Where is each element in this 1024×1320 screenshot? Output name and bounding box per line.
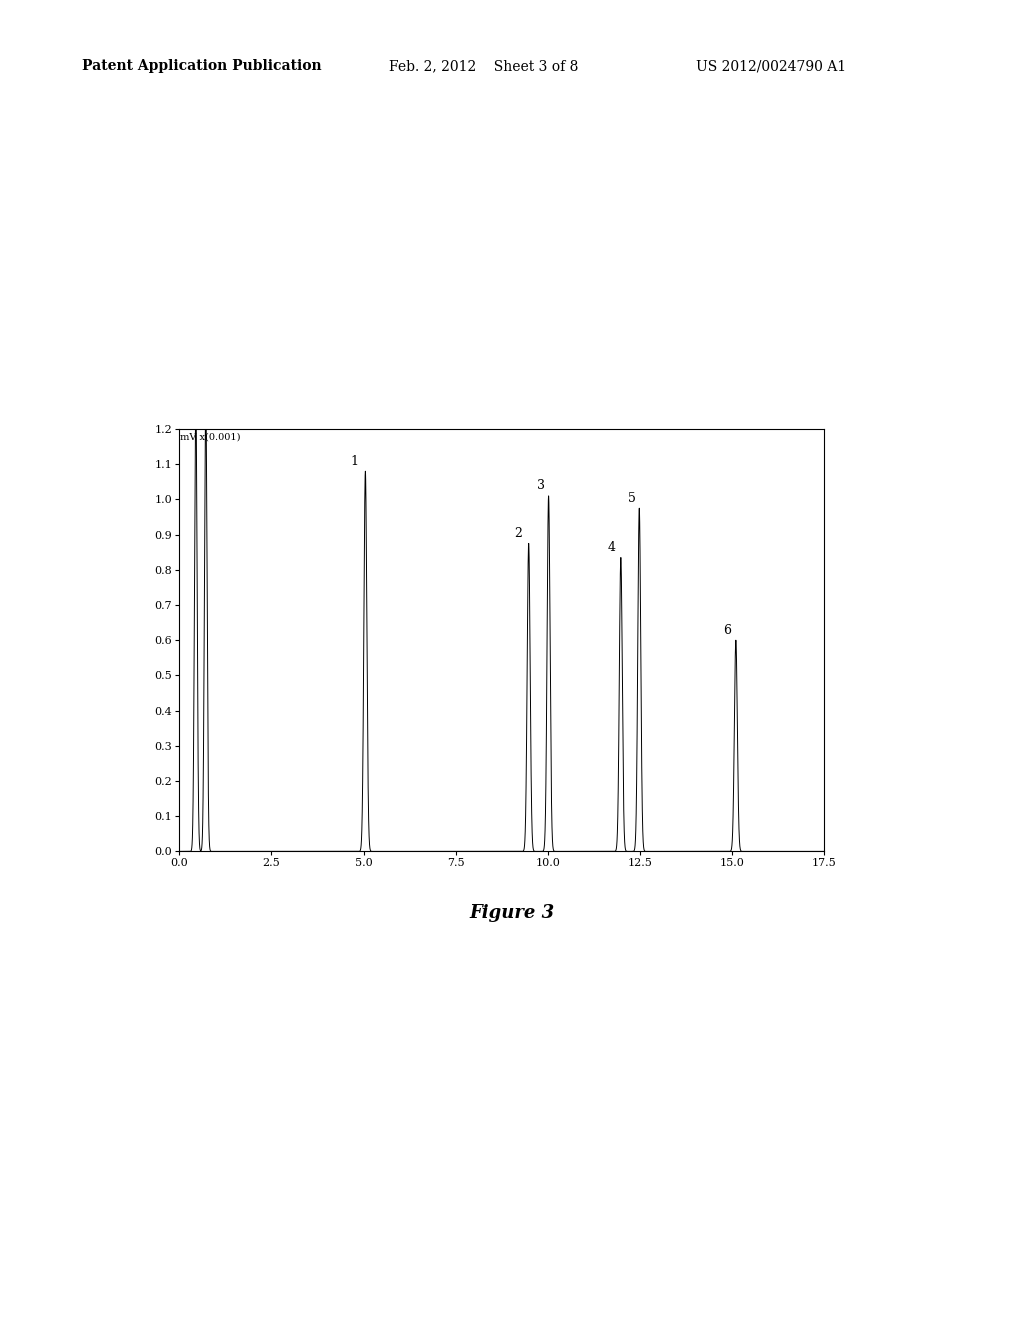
Text: 4: 4	[607, 541, 615, 554]
Text: 3: 3	[538, 479, 545, 492]
Text: US 2012/0024790 A1: US 2012/0024790 A1	[696, 59, 847, 74]
Text: 6: 6	[723, 623, 731, 636]
Text: Figure 3: Figure 3	[469, 904, 555, 923]
Text: 5: 5	[628, 491, 636, 504]
Text: mV x(0.001): mV x(0.001)	[179, 433, 240, 441]
Text: 1: 1	[350, 454, 358, 467]
Text: Patent Application Publication: Patent Application Publication	[82, 59, 322, 74]
Text: Feb. 2, 2012    Sheet 3 of 8: Feb. 2, 2012 Sheet 3 of 8	[389, 59, 579, 74]
Text: 2: 2	[514, 527, 522, 540]
